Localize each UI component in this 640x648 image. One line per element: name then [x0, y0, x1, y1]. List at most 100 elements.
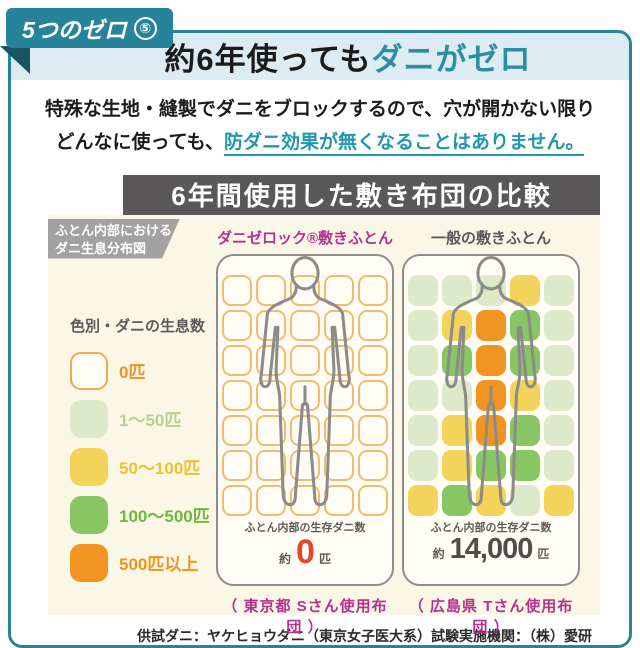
mite-cell: [544, 449, 574, 481]
mite-cell: [408, 309, 438, 341]
intro-text: 特殊な生地・縫製でダニをブロックするので、穴が開かない限り どんなに使っても、防…: [11, 80, 629, 172]
mite-cell: [442, 344, 472, 376]
badge-label: 5つのゼロ: [22, 17, 127, 43]
count-label: ふとん内部の生存ダニ数: [244, 521, 366, 534]
mite-cell: [510, 414, 540, 446]
mite-cell: [290, 309, 320, 341]
legend-items: 0匹 1〜50匹 50〜100匹 100〜500匹 500匹以上: [70, 351, 210, 582]
mite-cell: [510, 344, 540, 376]
mite-cell: [544, 309, 574, 341]
mite-cell: [256, 344, 286, 376]
mite-cell: [442, 309, 472, 341]
legend-item: 0匹: [70, 351, 210, 390]
mite-cell: [324, 484, 354, 516]
legend-swatch: [70, 447, 108, 486]
legend-label: 100〜500匹: [119, 507, 210, 526]
mite-cell: [442, 484, 472, 516]
mite-cell: [358, 379, 388, 411]
mite-cell: [290, 379, 320, 411]
mite-cell: [476, 414, 506, 446]
count-prefix: 約: [279, 551, 292, 566]
mite-cell: [256, 274, 286, 306]
mite-cell: [358, 414, 388, 446]
mite-cell: [324, 344, 354, 376]
mite-cell: [476, 344, 506, 376]
mite-cell: [476, 309, 506, 341]
mite-cell: [544, 379, 574, 411]
count-unit: 匹: [318, 551, 331, 566]
legend-item: 1〜50匹: [70, 399, 210, 438]
mite-grid: [404, 274, 578, 516]
mite-cell: [290, 484, 320, 516]
mite-cell: [510, 379, 540, 411]
mite-cell: [324, 309, 354, 341]
legend-swatch: [70, 399, 108, 438]
count-value: 0: [296, 532, 315, 571]
mite-cell: [510, 484, 540, 516]
mite-cell: [476, 274, 506, 306]
mite-cell: [510, 449, 540, 481]
mite-cell: [476, 484, 506, 516]
mite-cell: [408, 344, 438, 376]
futon-panel-general: 一般の敷きふとん ふとん内部の生存ダニ数 約 14,000 匹: [402, 227, 580, 637]
mite-cell: [290, 449, 320, 481]
mite-cell: [358, 309, 388, 341]
futon-diagram: ふとん内部の生存ダニ数 約 14,000 匹: [402, 253, 580, 586]
legend-label: 1〜50匹: [119, 411, 182, 430]
futon-name: ダニゼロック®敷きふとん: [216, 229, 394, 247]
mite-cell: [222, 414, 252, 446]
count-prefix: 約: [432, 546, 445, 561]
mite-cell: [256, 484, 286, 516]
mite-cell: [358, 344, 388, 376]
mite-grid: [218, 274, 392, 516]
intro-line-1: 特殊な生地・縫製でダニをブロックするので、穴が開かない限り: [44, 99, 596, 120]
legend-item: 100〜500匹: [70, 495, 210, 534]
mite-cell: [324, 379, 354, 411]
mite-cell: [544, 274, 574, 306]
count-unit: 匹: [537, 546, 550, 561]
mite-cell: [408, 484, 438, 516]
mite-cell: [222, 379, 252, 411]
mite-cell: [324, 449, 354, 481]
mite-cell: [544, 484, 574, 516]
futon-caption: （ 東京都 Sさん使用布団 ）: [222, 597, 388, 636]
mite-cell: [408, 379, 438, 411]
mite-cell: [290, 274, 320, 306]
legend-label: 500匹以上: [119, 555, 199, 574]
badge-number-circle: ⑤: [133, 16, 157, 40]
corner-label-line-1: ふとん内部における: [55, 222, 173, 238]
mite-cell: [256, 379, 286, 411]
legend: 色別・ダニの生息数 0匹 1〜50匹 50〜100匹 100〜500匹 500匹以上: [70, 315, 210, 592]
mite-cell: [222, 344, 252, 376]
mite-cell: [408, 449, 438, 481]
futon-name: 一般の敷きふとん: [430, 229, 551, 247]
legend-item: 50〜100匹: [70, 447, 210, 486]
mite-cell: [510, 274, 540, 306]
mite-count: ふとん内部の生存ダニ数 約 14,000 匹: [404, 522, 578, 566]
legend-swatch: [70, 495, 108, 534]
mite-cell: [222, 309, 252, 341]
legend-label: 0匹: [119, 363, 146, 382]
mite-cell: [408, 274, 438, 306]
futon-caption: （ 広島県 Tさん使用布団 ）: [408, 597, 574, 636]
mite-cell: [408, 414, 438, 446]
mite-cell: [324, 274, 354, 306]
mite-cell: [476, 449, 506, 481]
mite-cell: [358, 484, 388, 516]
mite-cell: [476, 379, 506, 411]
title-black: 約6年使っても: [164, 42, 372, 77]
mite-cell: [442, 449, 472, 481]
mite-cell: [222, 484, 252, 516]
mite-cell: [442, 379, 472, 411]
legend-item: 500匹以上: [70, 543, 210, 582]
mite-cell: [222, 449, 252, 481]
legend-swatch: [70, 543, 108, 582]
intro-line-2-highlight: 防ダニ効果が無くなることはありません。: [224, 132, 585, 157]
mite-cell: [290, 414, 320, 446]
corner-label-line-2: ダニ生息分布図: [55, 240, 147, 256]
count-line: 約 0 匹: [218, 532, 392, 571]
legend-label: 50〜100匹: [119, 459, 201, 478]
intro-line-2: どんなに使っても、防ダニ効果が無くなることはありません。: [21, 126, 619, 159]
intro-line-2-prefix: どんなに使っても、: [55, 132, 225, 154]
mite-cell: [256, 414, 286, 446]
